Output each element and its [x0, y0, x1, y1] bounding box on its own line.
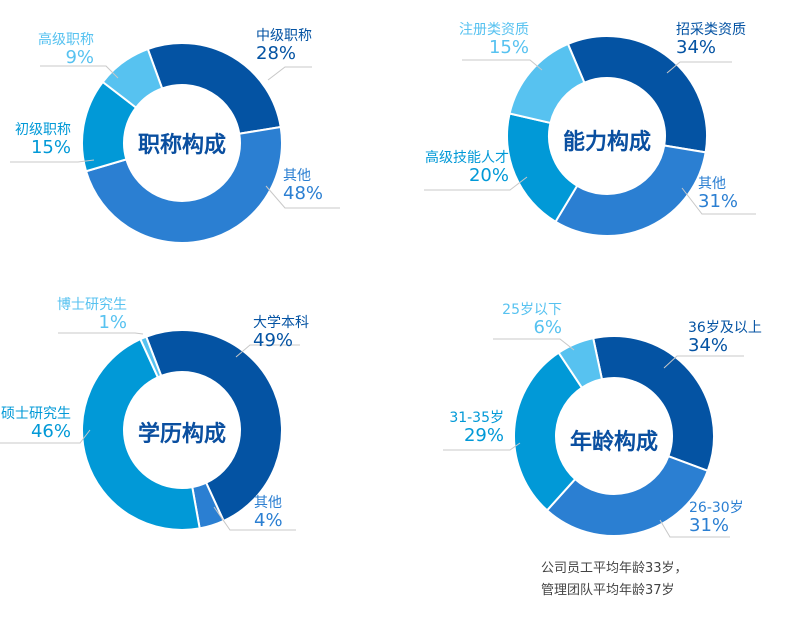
donut-slice	[144, 329, 283, 523]
data-label: 31-35岁 29%	[449, 410, 504, 447]
data-label: 高级技能人才 20%	[425, 150, 509, 187]
chart-title: 年龄构成	[569, 430, 659, 455]
leader-line	[462, 59, 543, 71]
data-label: 其他 31%	[698, 176, 739, 213]
leader-line	[10, 159, 95, 163]
donut-slice	[554, 144, 707, 237]
chart-title: 能力构成	[562, 130, 652, 155]
data-label: 26-30岁 31%	[689, 500, 744, 537]
donut-slice	[84, 125, 283, 244]
leader-line	[659, 519, 730, 538]
data-label: 其他 4%	[254, 495, 283, 532]
data-label: 中级职称 28%	[256, 28, 312, 65]
age-note: 公司员工平均年龄33岁， 管理团队平均年龄37岁	[541, 558, 688, 602]
chart-title: 学历构成	[137, 422, 227, 447]
data-label: 招采类资质 34%	[676, 22, 746, 59]
data-label: 初级职称 15%	[15, 122, 71, 159]
data-label: 25岁以下 6%	[502, 302, 562, 339]
leader-line	[424, 176, 528, 191]
leader-line	[235, 344, 300, 358]
chart-title: 职称构成	[137, 133, 227, 158]
leader-line	[0, 429, 91, 444]
leader-line	[666, 61, 732, 74]
donut-slice	[545, 454, 710, 537]
donut-slice	[513, 351, 584, 512]
donut-slice	[81, 337, 201, 531]
leader-line	[265, 185, 340, 209]
note-line: 管理团队平均年龄37岁	[541, 583, 675, 598]
note-line: 公司员工平均年龄33岁，	[541, 561, 688, 576]
data-label: 高级职称 9%	[38, 32, 94, 69]
donut-slice	[101, 47, 164, 110]
leader-line	[663, 355, 744, 369]
data-label: 博士研究生 1%	[57, 297, 127, 334]
leader-line	[443, 442, 521, 451]
leader-line	[267, 66, 312, 81]
data-label: 硕士研究生 46%	[1, 406, 71, 443]
data-label: 注册类资质 15%	[459, 22, 529, 59]
donut-slice	[146, 42, 282, 135]
data-label: 其他 48%	[283, 168, 324, 205]
leader-line	[58, 332, 144, 335]
donut-slice	[508, 42, 586, 125]
data-label: 大学本科 49%	[253, 315, 309, 352]
donut-slice	[139, 335, 163, 379]
data-label: 36岁及以上 34%	[688, 320, 762, 357]
leader-line	[213, 506, 296, 531]
leader-line	[40, 65, 119, 79]
donut-slice	[557, 336, 604, 390]
leader-line	[681, 187, 756, 215]
leader-line	[493, 338, 575, 351]
donut-slice	[592, 335, 715, 473]
donut-slice	[566, 35, 708, 154]
